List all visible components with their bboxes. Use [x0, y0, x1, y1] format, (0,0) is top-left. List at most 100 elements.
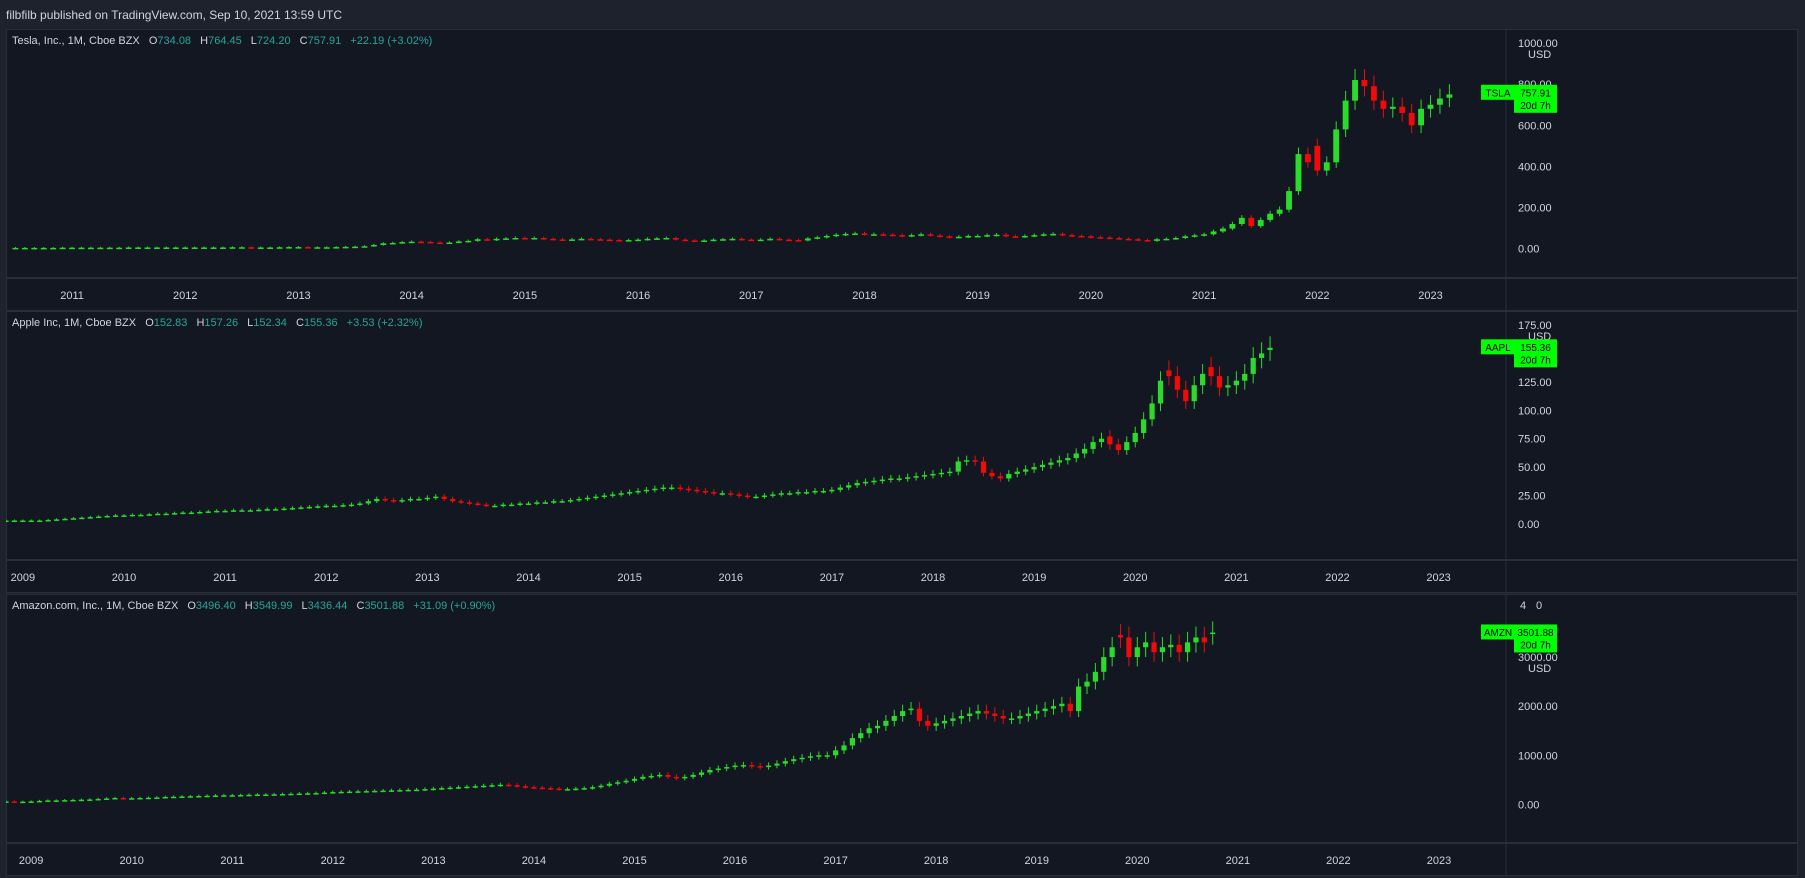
tesla-xtick-label: 2016: [626, 290, 650, 302]
amazon-candle: [715, 765, 721, 773]
amazon-xtick-label: 2017: [823, 855, 847, 867]
apple-candle: [1191, 376, 1197, 409]
amazon-candle-body: [212, 795, 219, 798]
amazon-candle: [330, 790, 336, 794]
amazon-candle-body: [866, 728, 872, 734]
amazon-candle: [1210, 621, 1216, 645]
tesla-candle: [880, 232, 887, 236]
apple-candle: [197, 510, 203, 514]
amazon-candle-body: [355, 791, 361, 793]
tesla-candle-body: [1333, 129, 1340, 163]
apple-candle-body: [888, 478, 894, 480]
tesla-candle: [493, 237, 500, 242]
amazon-xtick-label: 2021: [1226, 855, 1250, 867]
amazon-candle-body: [346, 791, 353, 794]
amazon-candle-body: [187, 796, 193, 798]
tesla-candle: [1286, 186, 1292, 213]
tesla-candle-body: [1125, 238, 1132, 241]
tesla-candle: [87, 246, 94, 250]
apple-candle-body: [1048, 462, 1054, 465]
amazon-candle-body: [1059, 703, 1065, 707]
apple-time-axis[interactable]: 2009 2010 2011 2012 2013 2014 2015 2016 2017 2018…: [6, 560, 1798, 593]
apple-candle: [1149, 395, 1155, 427]
amazon-candle-body: [824, 755, 830, 757]
tesla-candle-body: [1446, 94, 1453, 98]
tesla-candle: [738, 237, 745, 241]
tesla-candle-body: [399, 242, 406, 244]
apple-chart-pane[interactable]: 0.00 25.00 50.00 75.00 100.00 125.00 175.00 USD…: [6, 311, 1798, 560]
amazon-candle: [6, 800, 9, 803]
amazon-candle: [405, 788, 411, 792]
amazon-candle-body: [548, 788, 554, 790]
tesla-candle: [125, 246, 132, 249]
apple-candle: [685, 485, 692, 493]
apple-candlestick-chart[interactable]: 0.0025.0050.0075.00100.00125.00175.00USD…: [6, 311, 1798, 560]
apple-candle-body: [1183, 389, 1189, 402]
amazon-candle-body: [539, 787, 545, 790]
amazon-candle: [1042, 702, 1048, 718]
amazon-candle: [87, 798, 93, 801]
amazon-high-label: H: [244, 600, 253, 612]
tesla-candle-body: [823, 235, 830, 238]
amazon-candle-body: [908, 708, 914, 711]
tesla-candle-body: [1191, 235, 1198, 237]
apple-title: Apple Inc, 1M, Cboe BZX: [12, 317, 137, 329]
amazon-candle-body: [698, 772, 705, 775]
amazon-candle-body: [313, 793, 319, 795]
tesla-candle: [1097, 235, 1104, 239]
tesla-candle: [965, 234, 972, 238]
apple-candle-body: [1090, 442, 1096, 449]
amazon-candle: [95, 797, 101, 801]
apple-candle-body: [761, 495, 768, 498]
apple-candle-body: [677, 487, 683, 490]
tesla-candle: [1352, 69, 1358, 110]
apple-candle-body: [930, 473, 936, 476]
amazon-time-axis[interactable]: 2009 2010 2011 2012 2013 2014 2015 2016 2017 2018…: [6, 843, 1798, 876]
amazon-candle: [1126, 626, 1132, 667]
tesla-candle: [672, 236, 679, 241]
apple-ytick-label: 100.00: [1518, 405, 1552, 417]
tesla-time-axis[interactable]: 2011 2012 2013 2014 2015 2016 2017 2018 2019 2020…: [6, 278, 1798, 311]
tesla-candle: [399, 240, 406, 244]
tesla-candle-body: [635, 239, 641, 242]
amazon-candle: [749, 761, 755, 769]
tesla-candle: [1323, 156, 1330, 176]
apple-candle-body: [997, 476, 1003, 479]
amazon-xtick-label: 2015: [622, 855, 646, 867]
apple-candle-body: [1233, 380, 1239, 386]
tesla-candle-body: [842, 233, 849, 236]
amazon-candle-body: [1076, 686, 1082, 712]
tesla-candle: [918, 232, 925, 237]
apple-candle-body: [37, 520, 43, 523]
tesla-candle-body: [78, 247, 85, 250]
amazon-candle: [916, 702, 923, 727]
amazon-candle: [589, 785, 596, 790]
tesla-candle-body: [804, 238, 811, 241]
tesla-candle: [937, 233, 943, 238]
tesla-candlestick-chart[interactable]: 0.00200.00400.00600.00800.001000.00USDTS…: [6, 29, 1798, 278]
amazon-candle: [1117, 623, 1124, 648]
apple-candle: [702, 488, 709, 495]
apple-candle-body: [862, 481, 869, 484]
tesla-candle: [993, 233, 1000, 237]
tesla-candle: [1437, 88, 1443, 114]
apple-candle: [424, 495, 430, 501]
apple-candle: [70, 517, 77, 520]
amazon-candle-body: [154, 797, 160, 799]
amazon-candle-body: [305, 793, 311, 795]
amazon-candle-body: [1000, 716, 1006, 719]
apple-candle: [829, 486, 835, 494]
tesla-candle: [1191, 233, 1198, 238]
tesla-candle-body: [31, 247, 38, 250]
amazon-candle-body: [137, 797, 143, 800]
amazon-candle: [20, 800, 26, 804]
tesla-candle-body: [1229, 224, 1236, 229]
amazon-candle-body: [36, 800, 43, 803]
tesla-chart-pane[interactable]: 0.00200.00400.00600.00800.001000.00USDTS…: [6, 29, 1798, 278]
tesla-candle: [135, 246, 141, 249]
amazon-xtick-label: 2023: [1427, 855, 1451, 867]
amazon-chart-pane[interactable]: 0.00 1000.00 2000.00 3000.00 USD 4 0 AMZN 3501.8…: [6, 594, 1798, 843]
tesla-candle-body: [314, 247, 321, 249]
apple-candle: [736, 491, 742, 498]
